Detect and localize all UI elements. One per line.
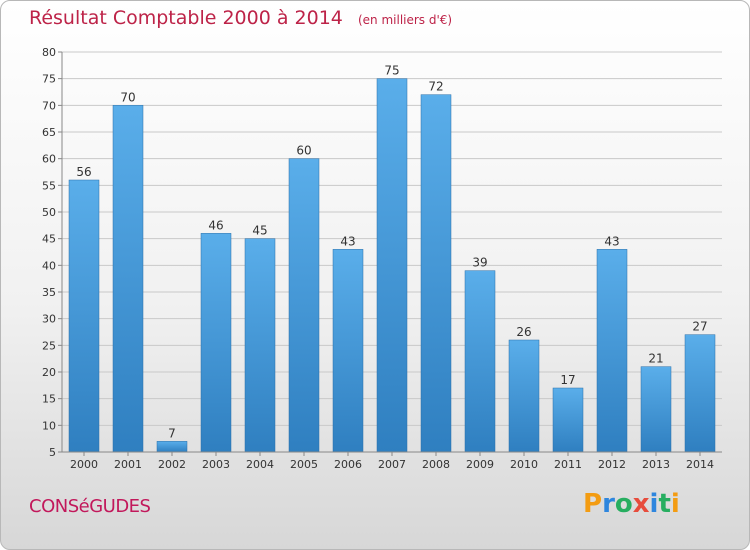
y-tick-label: 20 xyxy=(42,366,56,379)
y-tick-label: 75 xyxy=(42,73,56,86)
bar-2009 xyxy=(464,270,496,453)
y-tick-label: 50 xyxy=(42,206,56,219)
data-label: 39 xyxy=(472,256,487,270)
data-label: 27 xyxy=(692,320,707,334)
bar-2000 xyxy=(68,179,100,453)
y-tick-label: 55 xyxy=(42,179,56,192)
y-tick-label: 40 xyxy=(42,259,56,272)
bar-2007 xyxy=(376,78,408,453)
brand-letter: x xyxy=(632,489,650,519)
bar-2006 xyxy=(332,249,364,453)
axis-layer: 5 10 15 20 25 30 35 40 45 50 55 60 65 70 75 80 2000 2001 2… xyxy=(42,46,722,471)
bar-2010 xyxy=(508,339,540,453)
y-tick-label: 80 xyxy=(42,46,56,59)
x-tick-label: 2013 xyxy=(642,458,670,471)
brand-letter: r xyxy=(602,489,615,519)
x-tick-label: 2000 xyxy=(70,458,98,471)
brand-letter: i xyxy=(649,489,659,519)
brand-letter: t xyxy=(658,489,671,519)
data-label: 60 xyxy=(296,144,311,158)
commune-name: CONSéGUDES xyxy=(29,496,151,517)
bar-2008 xyxy=(420,94,452,453)
y-tick-label: 15 xyxy=(42,393,56,406)
brand-logo: Proxiti xyxy=(583,489,680,519)
brand-letter: o xyxy=(614,489,633,519)
y-tick-label: 60 xyxy=(42,153,56,166)
x-tick-label: 2002 xyxy=(158,458,186,471)
data-label: 21 xyxy=(648,352,663,366)
x-tick-label: 2011 xyxy=(554,458,582,471)
chart-unit: (en milliers d'€) xyxy=(357,13,453,27)
data-label: 26 xyxy=(516,325,531,339)
y-tick-label: 30 xyxy=(42,313,56,326)
x-tick-label: 2003 xyxy=(202,458,230,471)
x-tick-label: 2004 xyxy=(246,458,274,471)
y-tick-label: 25 xyxy=(42,339,56,352)
data-label: 7 xyxy=(168,426,176,440)
bar-2014 xyxy=(684,334,716,453)
x-tick-label: 2005 xyxy=(290,458,318,471)
data-label: 70 xyxy=(120,90,135,104)
x-tick-label: 2006 xyxy=(334,458,362,471)
y-tick-label: 10 xyxy=(42,419,56,432)
bars-layer: 56 70 7 46 45 60 43 75 72 39 26 17 43 21 27 xyxy=(68,64,716,453)
x-tick-label: 2001 xyxy=(114,458,142,471)
bar-2012 xyxy=(596,249,628,453)
data-label: 56 xyxy=(76,165,91,179)
x-tick-label: 2014 xyxy=(686,458,714,471)
bar-2002 xyxy=(156,441,188,453)
bar-2013 xyxy=(640,366,672,453)
bar-2011 xyxy=(552,387,584,453)
x-tick-label: 2008 xyxy=(422,458,450,471)
data-label: 43 xyxy=(340,234,355,248)
bar-2003 xyxy=(200,233,232,453)
data-label: 72 xyxy=(428,80,443,94)
data-label: 45 xyxy=(252,224,267,238)
x-tick-label: 2012 xyxy=(598,458,626,471)
data-label: 17 xyxy=(560,373,575,387)
y-tick-label: 70 xyxy=(42,99,56,112)
brand-letter: P xyxy=(583,489,603,519)
bar-2004 xyxy=(244,238,276,453)
x-tick-label: 2009 xyxy=(466,458,494,471)
x-tick-label: 2007 xyxy=(378,458,406,471)
brand-letter: i xyxy=(670,489,680,519)
y-tick-label: 65 xyxy=(42,126,56,139)
y-tick-label: 5 xyxy=(49,446,56,459)
data-label: 46 xyxy=(208,218,223,232)
y-tick-label: 45 xyxy=(42,233,56,246)
data-label: 75 xyxy=(384,64,399,78)
data-label: 43 xyxy=(604,234,619,248)
y-tick-label: 35 xyxy=(42,286,56,299)
chart-title: Résultat Comptable 2000 à 2014 xyxy=(29,7,343,29)
bar-2001 xyxy=(112,105,144,453)
bar-2005 xyxy=(288,158,320,453)
title-row: Résultat Comptable 2000 à 2014 (en milli… xyxy=(29,7,452,29)
x-tick-label: 2010 xyxy=(510,458,538,471)
